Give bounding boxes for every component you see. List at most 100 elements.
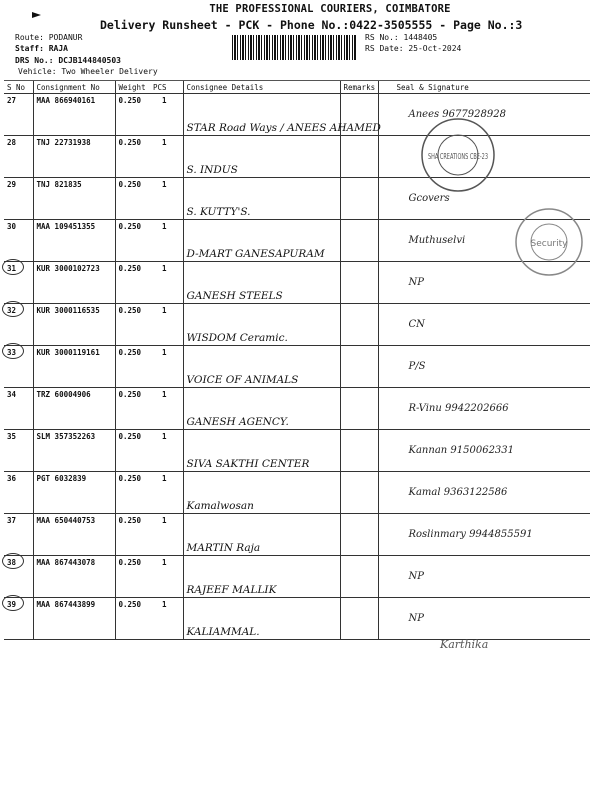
pcs-cell: 1 — [150, 177, 183, 220]
runsheet-table: S No Consignment No Weight PCS Consignee… — [2, 80, 590, 640]
sno-cell-text: 27 — [7, 96, 17, 105]
signature-cell: Kannan 9150062331 — [377, 429, 590, 472]
signature-cell: CN — [377, 303, 590, 346]
consignment-cell: PGT 6032839 — [32, 471, 115, 514]
pcs-cell-text: 1 — [162, 348, 167, 357]
remarks-cell — [339, 429, 378, 472]
consignment-cell-text: MAA 650440753 — [36, 516, 96, 525]
weight-cell: 0.250 — [114, 177, 150, 220]
circle-mark — [2, 301, 24, 317]
consignment-cell-text: TRZ 60004906 — [36, 390, 91, 399]
weight-cell: 0.250 — [114, 555, 150, 598]
table-row: 31 KUR 3000102723 0.250 1 GANESH STEELS NP — [2, 259, 590, 304]
consignee-cell: Kamalwosan — [182, 471, 340, 514]
signature-cell: P/S — [377, 345, 590, 388]
signature-cell-text: Roslinmary 9944855591 — [408, 529, 533, 540]
sno-cell-text: 28 — [7, 138, 17, 147]
pcs-cell-text: 1 — [162, 474, 167, 483]
sno-cell: 32 — [2, 301, 33, 346]
consignment-cell-text: MAA 109451355 — [36, 222, 96, 231]
weight-cell-text: 0.250 — [118, 306, 142, 315]
table-row: 29 TNJ 821835 0.250 1 S. KUTTY'S. Gcovers — [4, 177, 590, 220]
weight-cell-text: 0.250 — [118, 348, 142, 357]
col-seal: Seal & Signature — [377, 80, 590, 94]
consignee-cell-text: D-MART GANESAPURAM — [186, 248, 325, 260]
remarks-cell — [339, 177, 378, 220]
consignee-cell-text: S. INDUS — [186, 164, 238, 176]
consignment-cell: SLM 357352263 — [32, 429, 115, 472]
weight-cell: 0.250 — [114, 429, 150, 472]
remarks-cell — [339, 93, 378, 136]
pcs-cell: 1 — [150, 555, 183, 598]
col-consignment: Consignment No — [32, 80, 115, 94]
col-consignee: Consignee Details — [182, 80, 340, 94]
consignee-cell-text: MARTIN Raja — [186, 542, 261, 554]
pcs-cell: 1 — [150, 387, 183, 430]
signature-cell: Muthuselvi — [377, 219, 590, 262]
consignment-cell: KUR 3000102723 — [32, 261, 115, 304]
remarks-cell — [339, 597, 378, 640]
weight-cell-text: 0.250 — [118, 222, 142, 231]
barcode — [232, 35, 356, 60]
consignee-cell: S. INDUS — [182, 135, 340, 178]
consignment-cell: KUR 3000116535 — [32, 303, 115, 346]
table-header: S No Consignment No Weight PCS Consignee… — [4, 80, 590, 94]
weight-cell: 0.250 — [114, 345, 150, 388]
pcs-cell: 1 — [150, 345, 183, 388]
drs-no: DRS No.: DCJB144840503 — [15, 56, 121, 65]
sno-cell: 38 — [2, 553, 33, 598]
signature-cell: Kamal 9363122586 — [377, 471, 590, 514]
table-row: 27 MAA 866940161 0.250 1 STAR Road Ways / AN… — [4, 93, 590, 136]
consignee-cell-text: Kamalwosan — [186, 500, 254, 512]
pcs-cell-text: 1 — [162, 390, 167, 399]
pcs-cell: 1 — [150, 597, 183, 640]
table-row: 35 SLM 357352263 0.250 1 SIVA SAKTHI CENTER K… — [4, 429, 590, 472]
signature-cell-text: NP — [408, 571, 424, 582]
consignee-cell: VOICE OF ANIMALS — [182, 345, 340, 388]
consignment-cell: MAA 867443899 — [32, 597, 115, 640]
table-row: 33 KUR 3000119161 0.250 1 VOICE OF ANIMALS P/… — [2, 343, 590, 388]
weight-cell: 0.250 — [114, 93, 150, 136]
pcs-cell: 1 — [150, 135, 183, 178]
consignee-cell-text: SIVA SAKTHI CENTER — [186, 458, 310, 470]
sno-cell-text: 30 — [7, 222, 17, 231]
signature-cell-text: P/S — [408, 361, 426, 372]
weight-cell-text: 0.250 — [118, 96, 142, 105]
sno-cell-text: 36 — [7, 474, 17, 483]
signature-cell-text: Gcovers — [408, 193, 450, 204]
pcs-cell: 1 — [150, 261, 183, 304]
table-row: 32 KUR 3000116535 0.250 1 WISDOM Ceramic. CN — [2, 301, 590, 346]
weight-cell-text: 0.250 — [118, 180, 142, 189]
signature-cell-text: NP — [408, 613, 424, 624]
pcs-cell-text: 1 — [162, 222, 167, 231]
sno-cell: 39 — [2, 595, 33, 640]
signature-cell-text: Kamal 9363122586 — [408, 487, 508, 498]
consignment-cell: TNJ 22731938 — [32, 135, 115, 178]
pcs-cell: 1 — [150, 429, 183, 472]
pcs-cell: 1 — [150, 219, 183, 262]
consignee-cell-text: S. KUTTY'S. — [186, 206, 251, 218]
company-seal-stamp: SHA CREATIONS CBE-23 — [421, 118, 495, 192]
remarks-cell — [339, 387, 378, 430]
remarks-cell — [339, 555, 378, 598]
consignee-cell-text: VOICE OF ANIMALS — [186, 374, 299, 386]
pcs-cell: 1 — [150, 513, 183, 556]
consignment-cell-text: KUR 3000102723 — [36, 264, 100, 273]
pcs-cell-text: 1 — [162, 180, 167, 189]
table-row: 39 MAA 867443899 0.250 1 KALIAMMAL. NP — [2, 595, 590, 640]
remarks-cell — [339, 303, 378, 346]
consignee-cell: GANESH AGENCY. — [182, 387, 340, 430]
rs-date: RS Date: 25-Oct-2024 — [365, 44, 462, 53]
signature-cell-text: NP — [408, 277, 424, 288]
pcs-cell-text: 1 — [162, 306, 167, 315]
consignee-cell-text: GANESH STEELS — [186, 290, 283, 302]
sno-cell: 31 — [2, 259, 33, 304]
signature-cell: NP — [377, 261, 590, 304]
weight-cell: 0.250 — [114, 387, 150, 430]
weight-cell-text: 0.250 — [118, 138, 142, 147]
sno-cell: 28 — [4, 135, 33, 178]
consignee-cell: SIVA SAKTHI CENTER — [182, 429, 340, 472]
consignment-cell-text: TNJ 22731938 — [36, 138, 91, 147]
consignee-cell-text: WISDOM Ceramic. — [186, 332, 288, 344]
pcs-cell-text: 1 — [162, 138, 167, 147]
